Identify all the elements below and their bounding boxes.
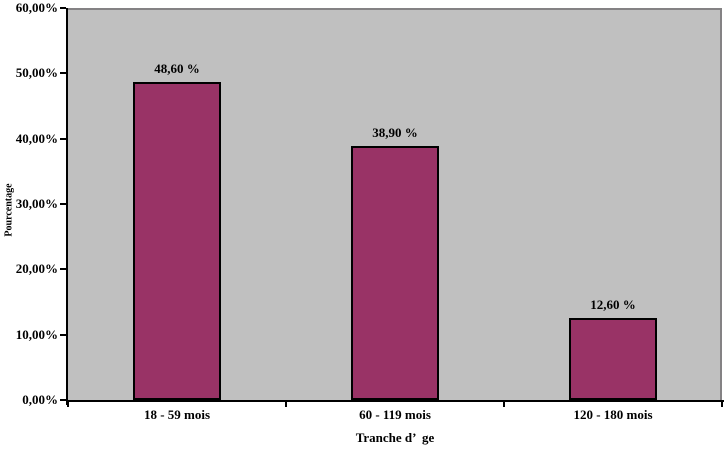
y-tick-label: 0,00% bbox=[22, 392, 58, 407]
x-tick-mark bbox=[285, 401, 287, 407]
y-tick-mark bbox=[60, 399, 66, 401]
bar bbox=[351, 146, 439, 400]
y-tick-label: 30,00% bbox=[15, 196, 58, 211]
bar-value-label: 48,60 % bbox=[154, 61, 200, 76]
bar-value-label: 38,90 % bbox=[372, 125, 418, 140]
x-category-label: 18 - 59 mois bbox=[143, 407, 211, 422]
x-tick-mark bbox=[503, 401, 505, 407]
x-axis-line bbox=[66, 400, 724, 402]
bar-value-label: 12,60 % bbox=[590, 297, 636, 312]
x-axis-title: Tranche d’ ge bbox=[355, 430, 435, 445]
y-tick-label: 50,00% bbox=[15, 65, 58, 81]
y-tick-mark bbox=[60, 72, 66, 75]
x-tick-mark bbox=[721, 401, 723, 407]
x-category-label: 60 - 119 mois bbox=[359, 407, 431, 422]
y-tick-mark bbox=[60, 333, 66, 336]
y-tick-label: 60,00% bbox=[15, 0, 58, 15]
y-tick-mark bbox=[60, 137, 66, 140]
y-tick-label: 20,00% bbox=[15, 261, 58, 277]
y-axis-title: Pourcentage bbox=[3, 183, 15, 237]
bar bbox=[133, 82, 221, 400]
y-tick-mark bbox=[60, 203, 66, 205]
y-tick-label: 10,00% bbox=[15, 326, 58, 342]
y-tick-mark bbox=[60, 268, 66, 271]
x-category-label: 120 - 180 mois bbox=[573, 407, 653, 422]
x-tick-mark bbox=[67, 401, 69, 407]
y-tick-label: 40,00% bbox=[15, 130, 58, 146]
y-axis-line bbox=[66, 8, 68, 405]
bar bbox=[569, 318, 657, 400]
y-tick-mark bbox=[60, 7, 66, 9]
